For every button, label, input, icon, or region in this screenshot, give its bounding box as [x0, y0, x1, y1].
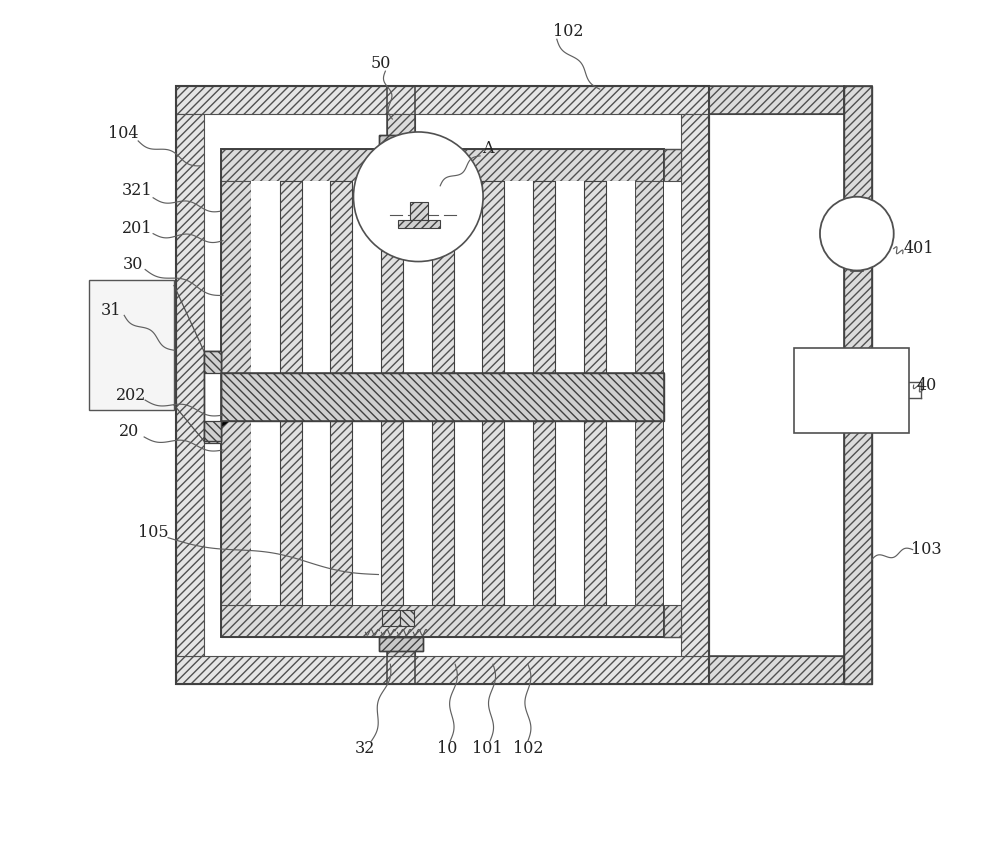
- Bar: [204, 351, 221, 441]
- Text: A: A: [482, 141, 494, 157]
- Text: 102: 102: [513, 740, 543, 758]
- Bar: [398, 220, 440, 227]
- Bar: [221, 373, 664, 421]
- Text: 103: 103: [911, 541, 942, 558]
- Bar: [387, 86, 415, 149]
- Bar: [387, 637, 415, 684]
- Bar: [176, 656, 709, 684]
- Text: 201: 201: [122, 221, 152, 237]
- Bar: [709, 86, 844, 114]
- Bar: [387, 114, 415, 149]
- Bar: [379, 135, 423, 149]
- Bar: [709, 656, 844, 684]
- Bar: [387, 637, 415, 656]
- Bar: [584, 421, 606, 606]
- Bar: [381, 421, 403, 606]
- Bar: [221, 181, 251, 606]
- Bar: [176, 114, 204, 656]
- Bar: [635, 181, 664, 606]
- Bar: [584, 181, 606, 373]
- Bar: [280, 421, 302, 606]
- Circle shape: [820, 196, 894, 270]
- Bar: [379, 637, 423, 651]
- Bar: [221, 373, 664, 421]
- Bar: [681, 114, 709, 656]
- Bar: [204, 351, 221, 373]
- Text: 104: 104: [108, 125, 138, 142]
- Bar: [844, 86, 872, 684]
- Text: 105: 105: [138, 524, 168, 541]
- Bar: [533, 181, 555, 373]
- Bar: [844, 86, 872, 684]
- Bar: [482, 181, 504, 373]
- Bar: [709, 86, 844, 114]
- Text: 20: 20: [119, 424, 139, 440]
- Text: 31: 31: [101, 302, 122, 319]
- Bar: [176, 86, 709, 684]
- Bar: [709, 656, 844, 684]
- Bar: [221, 606, 664, 637]
- Bar: [664, 606, 681, 637]
- Text: 32: 32: [355, 740, 376, 758]
- Bar: [381, 421, 403, 606]
- Text: 321: 321: [122, 182, 152, 199]
- Bar: [221, 149, 664, 181]
- Bar: [204, 421, 221, 443]
- Bar: [204, 351, 221, 441]
- Bar: [381, 181, 403, 373]
- Bar: [482, 421, 504, 606]
- Circle shape: [353, 132, 483, 262]
- Text: 40: 40: [916, 377, 937, 394]
- Bar: [432, 421, 454, 606]
- Bar: [89, 281, 174, 410]
- Text: 102: 102: [553, 23, 583, 39]
- Bar: [383, 149, 419, 159]
- Bar: [280, 421, 302, 606]
- Bar: [400, 610, 414, 626]
- Bar: [584, 421, 606, 606]
- Bar: [176, 86, 709, 114]
- Bar: [379, 637, 423, 651]
- Bar: [432, 421, 454, 606]
- Text: 101: 101: [472, 740, 502, 758]
- Bar: [221, 149, 664, 637]
- Text: 50: 50: [370, 55, 391, 72]
- Bar: [432, 181, 454, 373]
- Bar: [251, 181, 635, 606]
- Bar: [482, 181, 504, 373]
- Bar: [432, 181, 454, 373]
- Bar: [382, 610, 400, 626]
- Bar: [584, 181, 606, 373]
- Text: 202: 202: [116, 387, 146, 403]
- Bar: [381, 181, 403, 373]
- Bar: [330, 181, 352, 373]
- Text: 30: 30: [123, 256, 143, 273]
- Bar: [280, 181, 302, 373]
- Bar: [482, 421, 504, 606]
- Bar: [410, 202, 428, 220]
- Bar: [330, 181, 352, 373]
- Bar: [794, 348, 909, 433]
- Bar: [379, 135, 423, 149]
- Bar: [533, 421, 555, 606]
- Bar: [330, 421, 352, 606]
- Bar: [664, 149, 681, 181]
- Text: 401: 401: [903, 240, 934, 257]
- Bar: [533, 181, 555, 373]
- Bar: [533, 421, 555, 606]
- Bar: [664, 181, 681, 606]
- Bar: [330, 421, 352, 606]
- Text: 10: 10: [437, 740, 457, 758]
- Bar: [280, 181, 302, 373]
